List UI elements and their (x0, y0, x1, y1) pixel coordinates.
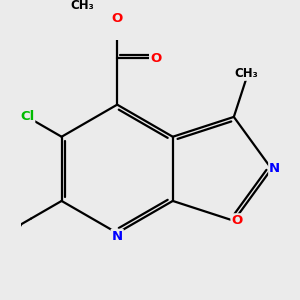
Text: O: O (231, 214, 243, 227)
Text: CH₃: CH₃ (235, 67, 259, 80)
Text: O: O (112, 12, 123, 25)
Text: CH₃: CH₃ (70, 0, 94, 12)
Text: O: O (150, 52, 161, 65)
Text: N: N (269, 162, 280, 175)
Text: Cl: Cl (20, 110, 34, 123)
Text: N: N (112, 230, 123, 243)
